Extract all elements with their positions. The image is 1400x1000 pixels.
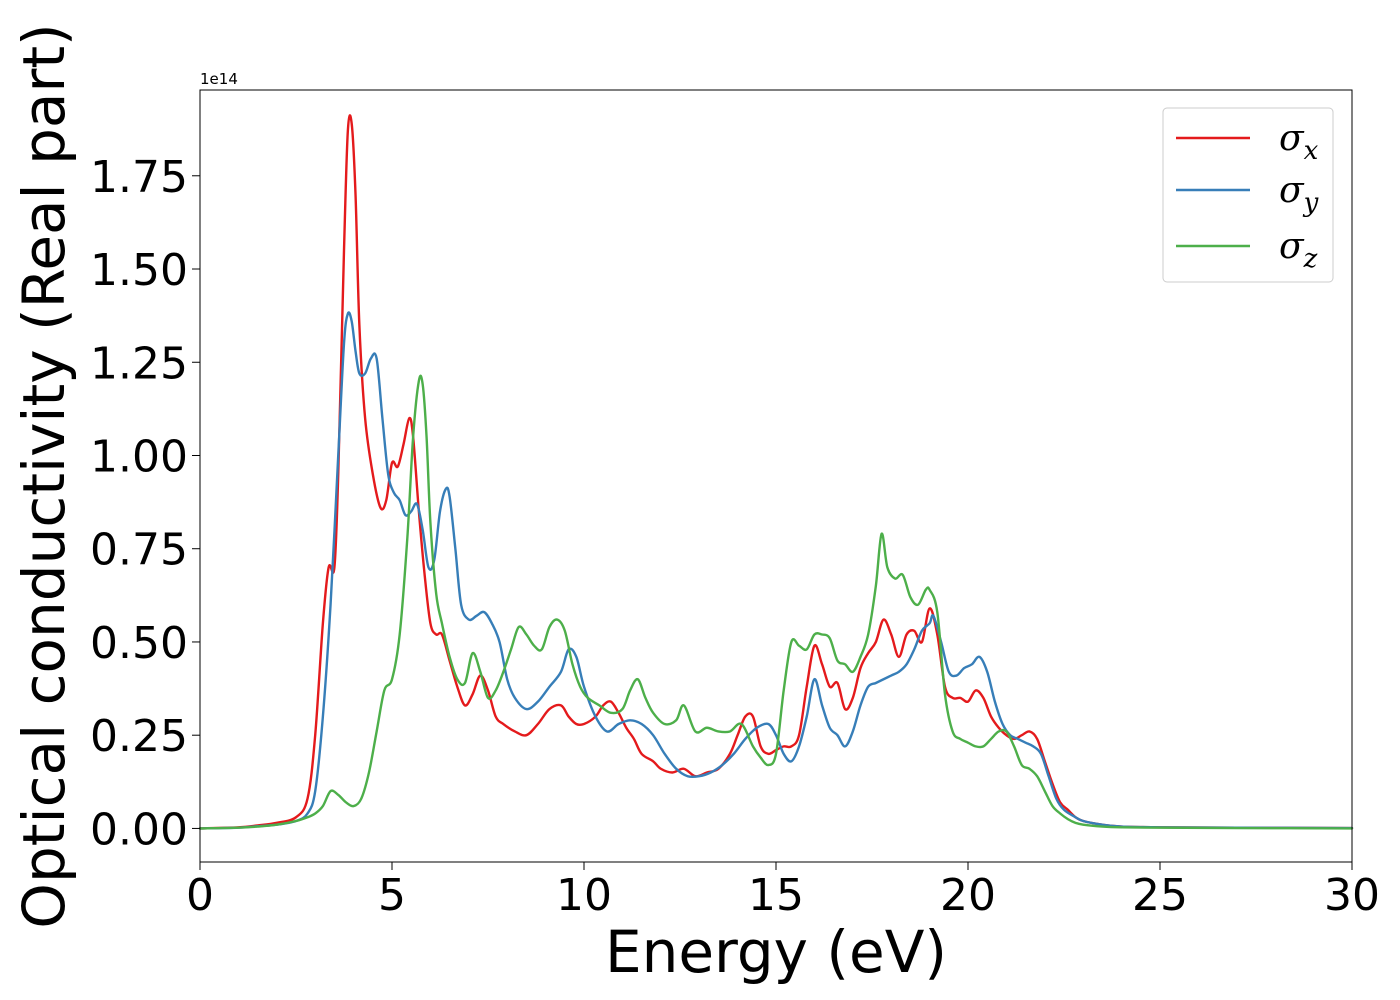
- y-tick-label: 0.00: [90, 804, 188, 855]
- y-tick-label: 0.75: [90, 525, 188, 576]
- y-tick-label: 0.25: [90, 711, 188, 762]
- x-axis-title: Energy (eV): [605, 918, 947, 986]
- series-layer: [198, 114, 1354, 830]
- series-line-y: [198, 311, 1354, 830]
- ticks-layer: 0 5 10 15 20 25 30 0.00 0.25 0.50 0.75 1.00 1.25 1.50…: [90, 152, 1380, 921]
- x-tick-label: 20: [940, 870, 996, 921]
- legend-label-x: σx: [1279, 118, 1319, 166]
- legend-box: [1162, 107, 1334, 283]
- series-line-x: [198, 114, 1354, 830]
- x-tick-label: 30: [1324, 870, 1380, 921]
- y-axis-title: Optical conductivity (Real part): [10, 23, 78, 928]
- x-tick-label: 15: [748, 870, 804, 921]
- y-tick-label: 1.25: [90, 338, 188, 389]
- y-tick-label: 1.00: [90, 431, 188, 482]
- y-tick-label: 0.50: [90, 618, 188, 669]
- y-offset-text: 1e14: [200, 70, 238, 88]
- legend-label-y: σy: [1279, 170, 1319, 218]
- y-tick-label: 1.75: [90, 152, 188, 203]
- x-tick-label: 5: [378, 870, 406, 921]
- series-line-z: [198, 374, 1354, 830]
- legend-label-z: σz: [1279, 226, 1318, 274]
- x-tick-label: 10: [556, 870, 612, 921]
- x-tick-label: 25: [1132, 870, 1188, 921]
- x-tick-label: 0: [186, 870, 214, 921]
- y-tick-label: 1.50: [90, 245, 188, 296]
